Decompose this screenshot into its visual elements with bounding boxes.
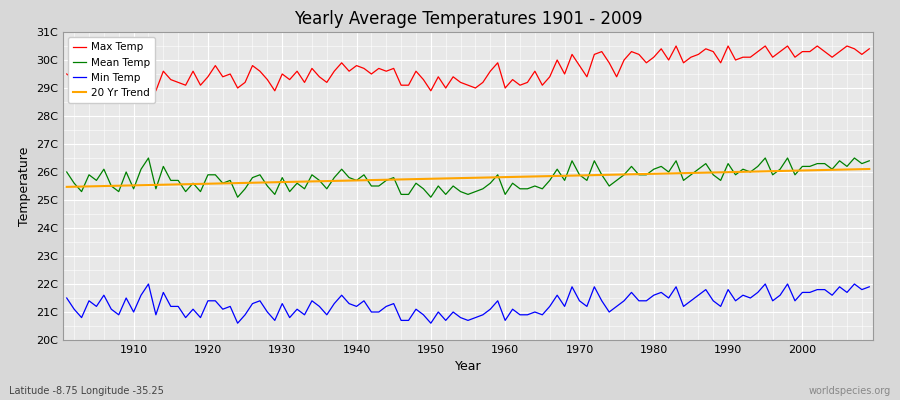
Max Temp (76, 91, 87, 96)
Max Temp (61, 72, 72, 76)
Max Temp (597, 49, 608, 54)
Title: Yearly Average Temperatures 1901 - 2009: Yearly Average Temperatures 1901 - 2009 (293, 10, 643, 28)
Min Temp (508, 307, 518, 312)
Min Temp (232, 321, 243, 326)
Min Temp (864, 284, 875, 289)
Line: Mean Temp: Mean Temp (67, 158, 869, 197)
Mean Temp (121, 170, 131, 174)
20 Yr Trend (284, 180, 295, 184)
Mean Temp (143, 156, 154, 160)
Line: Max Temp: Max Temp (67, 46, 869, 94)
Mean Temp (515, 186, 526, 191)
Line: Min Temp: Min Temp (67, 284, 869, 323)
Mean Temp (61, 170, 72, 174)
Y-axis label: Temperature: Temperature (18, 146, 31, 226)
20 Yr Trend (500, 175, 510, 180)
Max Temp (337, 60, 347, 65)
X-axis label: Year: Year (454, 360, 482, 374)
Mean Temp (344, 175, 355, 180)
20 Yr Trend (864, 166, 875, 171)
Min Temp (344, 301, 355, 306)
Mean Temp (604, 184, 615, 188)
20 Yr Trend (121, 183, 131, 188)
Min Temp (299, 312, 310, 317)
Text: worldspecies.org: worldspecies.org (809, 386, 891, 396)
Min Temp (61, 296, 72, 300)
20 Yr Trend (328, 178, 339, 183)
Min Temp (515, 312, 526, 317)
Mean Temp (508, 181, 518, 186)
Mean Temp (232, 195, 243, 200)
Min Temp (604, 310, 615, 314)
20 Yr Trend (61, 184, 72, 189)
Text: Latitude -8.75 Longitude -35.25: Latitude -8.75 Longitude -35.25 (9, 386, 164, 396)
Line: 20 Yr Trend: 20 Yr Trend (67, 169, 869, 187)
Max Temp (864, 46, 875, 51)
20 Yr Trend (492, 175, 503, 180)
Legend: Max Temp, Mean Temp, Min Temp, 20 Yr Trend: Max Temp, Mean Temp, Min Temp, 20 Yr Tre… (68, 37, 156, 103)
Max Temp (670, 44, 681, 48)
Max Temp (508, 77, 518, 82)
Mean Temp (299, 186, 310, 191)
Min Temp (143, 282, 154, 286)
Max Temp (128, 83, 139, 88)
20 Yr Trend (589, 173, 599, 178)
Max Temp (500, 86, 510, 90)
Min Temp (121, 296, 131, 300)
Max Temp (292, 69, 302, 74)
Mean Temp (864, 158, 875, 163)
